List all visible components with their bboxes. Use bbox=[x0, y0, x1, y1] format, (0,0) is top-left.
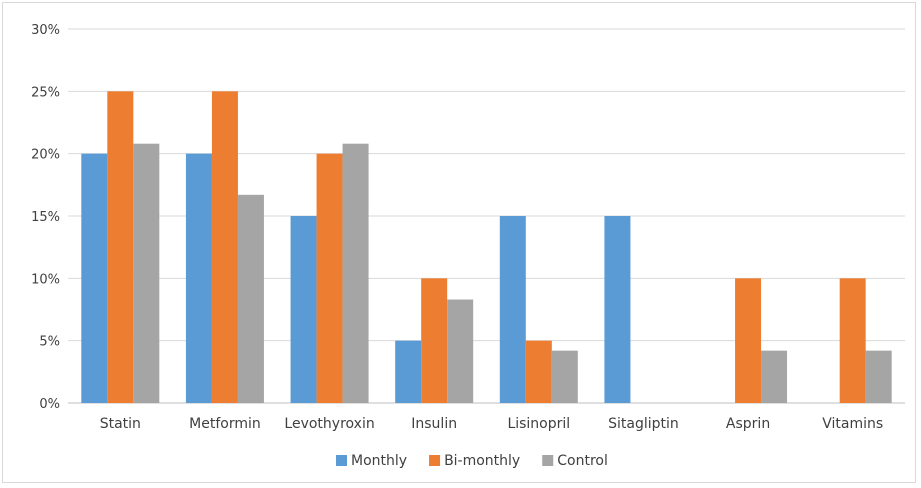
chart-border bbox=[2, 2, 916, 483]
bar-bi-monthly bbox=[839, 278, 866, 403]
y-tick-label: 5% bbox=[39, 335, 60, 350]
y-tick-label: 10% bbox=[31, 272, 60, 287]
x-tick-label: Vitamins bbox=[822, 416, 883, 432]
x-tick-label: Sitagliptin bbox=[608, 416, 679, 432]
bar-bi-monthly bbox=[107, 91, 134, 403]
bar-monthly bbox=[395, 340, 422, 403]
x-tick-label: Insulin bbox=[411, 416, 457, 432]
bar-bi-monthly bbox=[735, 278, 762, 403]
legend-swatch bbox=[542, 455, 554, 466]
bar-control bbox=[237, 194, 264, 403]
x-tick-label: Asprin bbox=[726, 416, 770, 432]
bar-control bbox=[551, 350, 578, 403]
bar-control bbox=[761, 350, 788, 403]
bar-monthly bbox=[604, 216, 631, 403]
bar-monthly bbox=[81, 153, 108, 403]
bar-control bbox=[447, 299, 474, 403]
x-tick-label: Lisinopril bbox=[507, 416, 570, 432]
bar-monthly bbox=[185, 153, 212, 403]
bar-bi-monthly bbox=[316, 153, 343, 403]
x-tick-label: Statin bbox=[100, 416, 141, 432]
y-tick-label: 20% bbox=[31, 148, 60, 163]
x-tick-label: Metformin bbox=[189, 416, 261, 432]
legend-label: Bi-monthly bbox=[444, 453, 520, 469]
legend-swatch bbox=[336, 455, 347, 466]
y-tick-label: 15% bbox=[31, 210, 60, 225]
bar-bi-monthly bbox=[211, 91, 238, 403]
y-tick-label: 30% bbox=[31, 23, 60, 38]
x-tick-label: Levothyroxin bbox=[284, 416, 374, 432]
bar-control bbox=[133, 143, 160, 403]
y-tick-label: 0% bbox=[39, 397, 60, 412]
legend-label: Monthly bbox=[351, 453, 407, 469]
bar-bi-monthly bbox=[525, 340, 552, 403]
bar-monthly bbox=[290, 216, 317, 403]
bar-control bbox=[865, 350, 892, 403]
bar-monthly bbox=[499, 216, 526, 403]
legend-label: Control bbox=[557, 453, 608, 469]
legend-swatch bbox=[429, 455, 441, 466]
bar-bi-monthly bbox=[421, 278, 448, 403]
y-tick-label: 25% bbox=[31, 85, 60, 100]
bar-control bbox=[342, 143, 369, 403]
